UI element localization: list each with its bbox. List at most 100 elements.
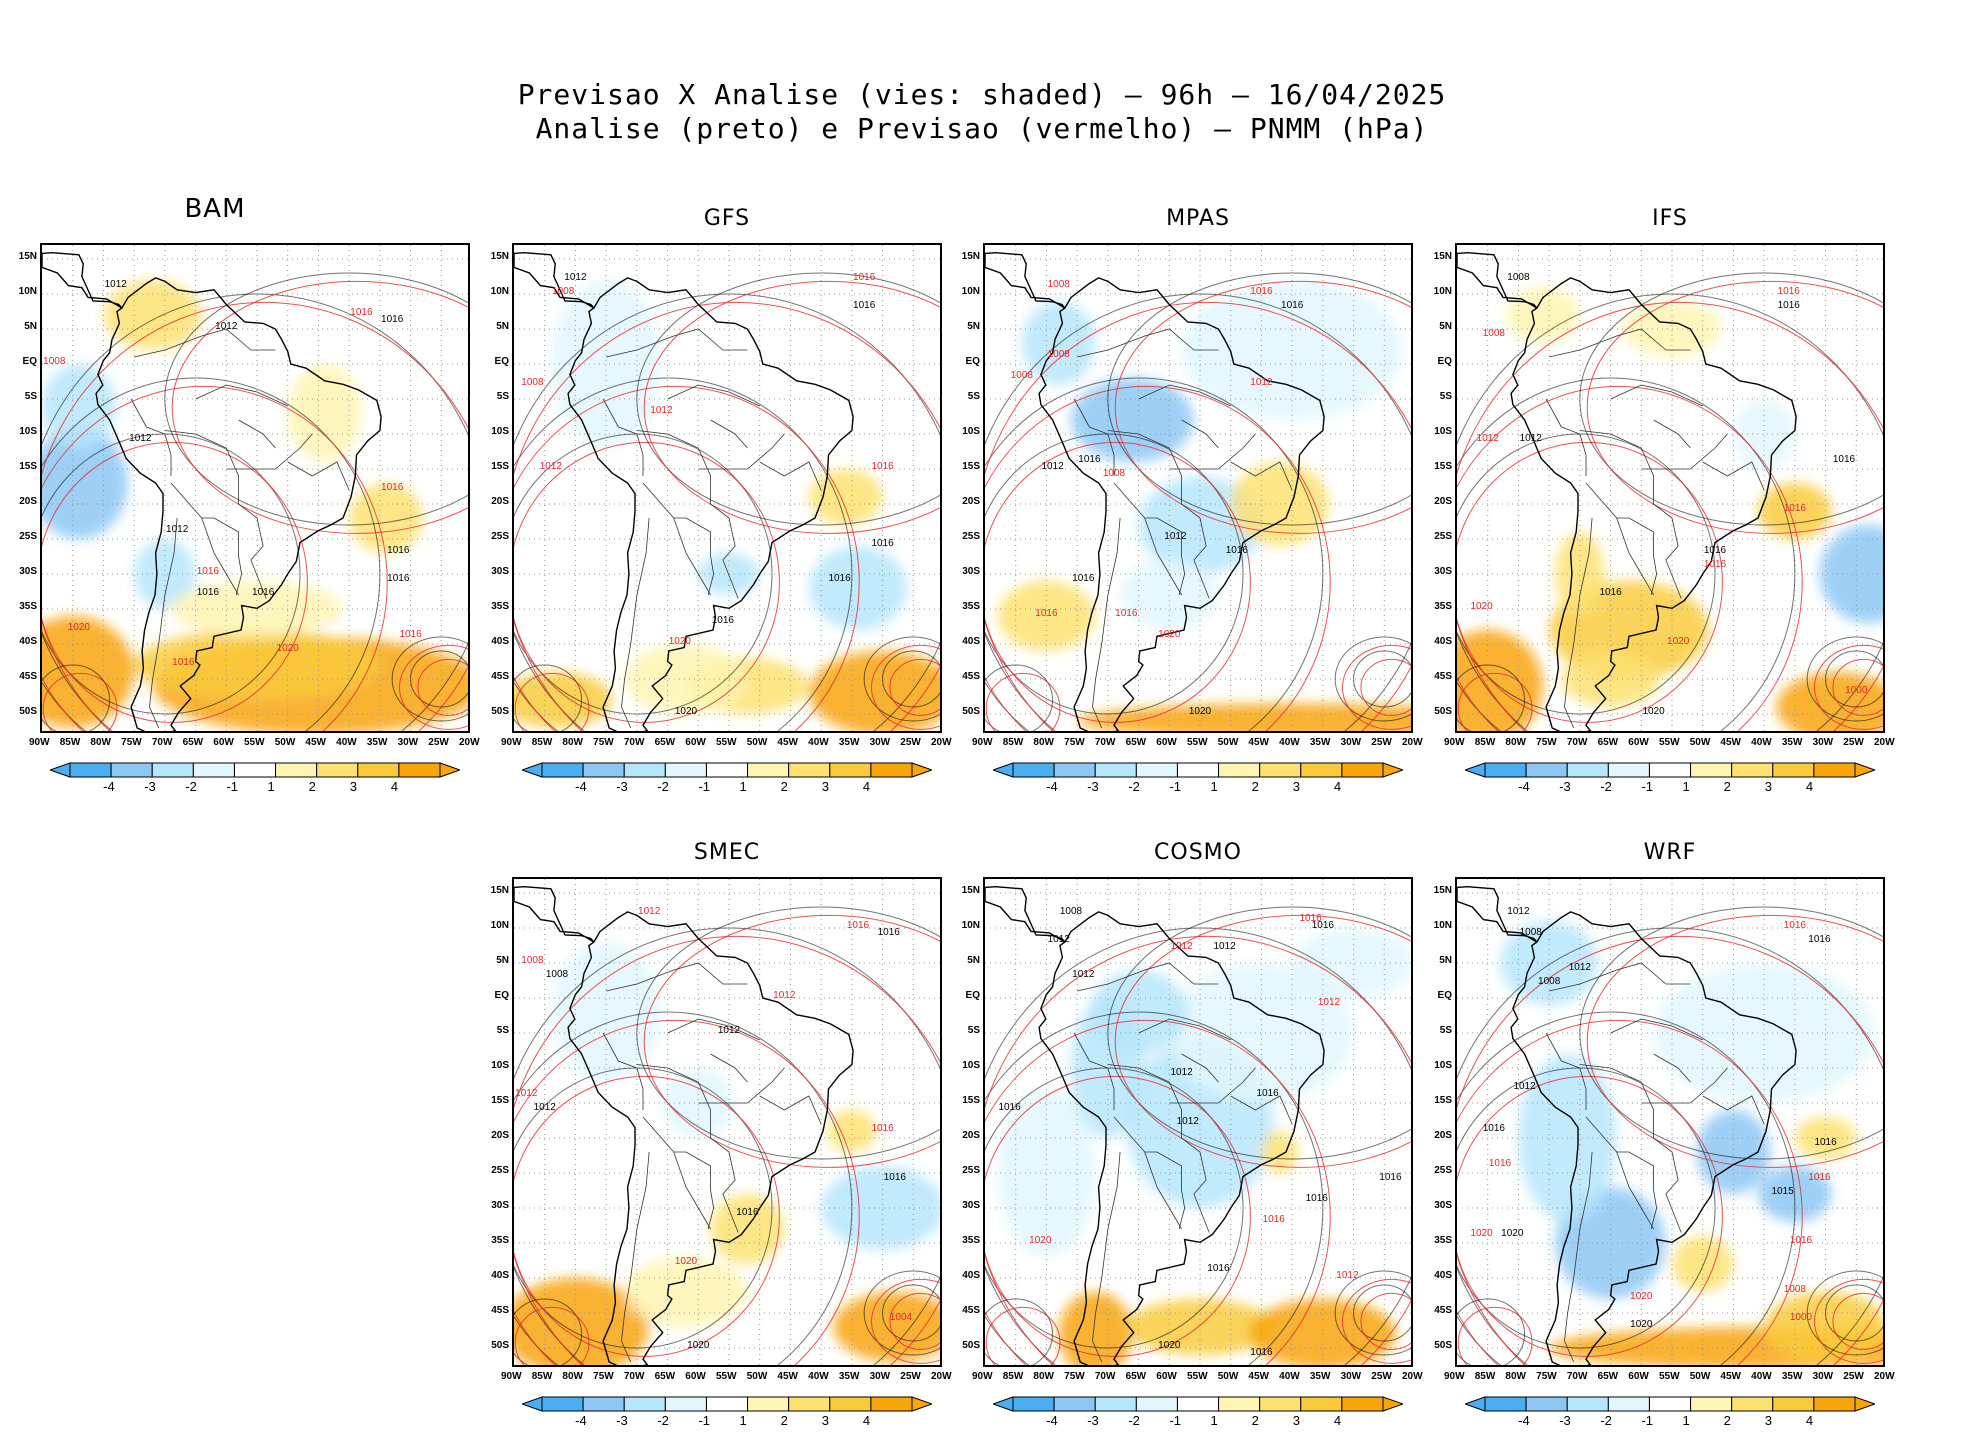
analysis-contour-label: 1012 — [215, 321, 238, 332]
lon-tick-label: 50W — [746, 737, 768, 748]
lat-tick-label: 30S — [1434, 1200, 1452, 1211]
lat-tick-label: 40S — [962, 636, 980, 647]
forecast-contour-label: 1016 — [1299, 913, 1322, 924]
bias-patch-pos2 — [827, 1110, 877, 1152]
lat-tick-label: 5S — [24, 391, 37, 402]
lat-tick-label: 15S — [962, 461, 980, 472]
south-america-coastline — [1510, 911, 1797, 1365]
lat-tick-label: 10N — [490, 286, 509, 297]
central-america-coastline — [42, 251, 123, 309]
forecast-isobar — [985, 935, 1411, 1365]
bias-patch-pos2 — [1794, 1117, 1857, 1159]
lat-tick-label: 45S — [962, 1305, 980, 1316]
lat-tick-label: 30S — [491, 566, 509, 577]
lat-tick-label: 10N — [490, 920, 509, 931]
forecast-isobar — [1814, 1278, 1883, 1364]
lon-tick-label: 70W — [1566, 737, 1588, 748]
colorbar-label: 4 — [862, 779, 871, 794]
country-border — [673, 1151, 711, 1230]
colorbar-label: -1 — [698, 779, 710, 794]
country-border — [698, 1067, 785, 1104]
lon-tick-label: 60W — [213, 737, 234, 748]
forecast-isobar — [399, 644, 468, 730]
lon-tick-label: 85W — [531, 1371, 553, 1382]
colorbar-label: 2 — [308, 779, 316, 794]
analysis-contour-label: 1020 — [1501, 1228, 1524, 1239]
lon-tick-label: 25W — [1843, 1371, 1864, 1382]
south-america-coastline — [95, 277, 382, 731]
lat-tick-label: 10S — [962, 1060, 980, 1071]
analysis-contour-label: 1020 — [1642, 706, 1665, 717]
forecast-isobar — [1832, 1292, 1883, 1350]
analysis-contour-label: 1016 — [1281, 300, 1304, 311]
country-border — [710, 419, 748, 449]
analysis-isobar — [1457, 664, 1526, 731]
bias-patch-pos2 — [1561, 651, 1660, 707]
lat-tick-label: 15S — [491, 461, 509, 472]
bias-patch-neg1 — [661, 1068, 736, 1138]
country-border — [667, 384, 760, 407]
colorbar-label: -4 — [1046, 1413, 1058, 1428]
forecast-contour-label: 1020 — [1470, 1228, 1493, 1239]
colorbar-label: -2 — [1128, 779, 1140, 794]
lon-tick-label: 70W — [1094, 737, 1116, 748]
colorbar-label: 4 — [1805, 1413, 1814, 1428]
colorbar-bin-pos3 — [1300, 762, 1343, 778]
forecast-contour-label: 1016 — [1489, 1158, 1512, 1169]
country-border — [226, 433, 313, 470]
analysis-contour-label: 1016 — [252, 587, 275, 598]
country-border — [1641, 1067, 1728, 1104]
forecast-contour-label: 1016 — [197, 566, 220, 577]
analysis-isobar — [985, 293, 1411, 731]
colorbar-arrow-max — [911, 762, 932, 778]
lat-tick-label: 10S — [491, 1060, 509, 1071]
analysis-contour-label: 1016 — [1704, 545, 1727, 556]
lon-tick-label: 75W — [1064, 1371, 1085, 1382]
bias-patch-neg2 — [42, 364, 116, 448]
forecast-contour-label: 1020 — [669, 636, 692, 647]
colorbar-label: -4 — [1518, 1413, 1530, 1428]
analysis-contour-label: 1020 — [1189, 706, 1212, 717]
country-border — [1230, 1095, 1293, 1125]
country-border — [1564, 1151, 1593, 1363]
lat-tick-label: 10S — [1434, 426, 1452, 437]
analysis-contour-label: 1016 — [1379, 1172, 1402, 1183]
lat-tick-label: 10N — [18, 286, 37, 297]
panel-title: WRF — [1643, 840, 1697, 865]
analysis-contour-label: 1016 — [878, 927, 901, 938]
lon-tick-label: 80W — [90, 737, 111, 748]
country-border — [130, 398, 172, 476]
analysis-contour-label: 1012 — [534, 1102, 557, 1113]
bias-patch-pos1 — [287, 364, 362, 462]
colorbar-bin-pos2 — [1731, 1396, 1774, 1412]
lat-tick-label: 35S — [491, 601, 509, 612]
forecast-isobar — [1342, 1278, 1411, 1364]
lon-tick-label: 55W — [716, 737, 737, 748]
forecast-contour-label: 1016 — [350, 307, 373, 318]
lon-tick-label: 55W — [1659, 1371, 1680, 1382]
bias-patch-pos4 — [1457, 630, 1543, 731]
country-border — [1653, 419, 1691, 449]
lon-tick-label: 75W — [593, 1371, 614, 1382]
analysis-isobar — [514, 377, 853, 731]
forecast-isobar — [985, 301, 1411, 731]
country-border — [606, 328, 748, 358]
lon-tick-label: 75W — [593, 737, 614, 748]
lat-tick-label: 45S — [1434, 1305, 1452, 1316]
colorbar-arrow-min — [993, 1396, 1014, 1412]
lon-tick-label: 50W — [1217, 737, 1239, 748]
forecast-isobar — [1832, 658, 1883, 716]
forecast-isobar — [514, 385, 860, 731]
forecast-contour-label: 1016 — [871, 1123, 894, 1134]
lat-tick-label: EQ — [494, 356, 509, 367]
colorbar-label: 4 — [1333, 779, 1342, 794]
country-border — [1230, 461, 1293, 491]
analysis-isobar — [514, 293, 940, 731]
lon-tick-label: 55W — [1659, 737, 1680, 748]
analysis-contour-label: 1020 — [687, 1340, 710, 1351]
colorbar-label: -3 — [1087, 779, 1099, 794]
colorbar-bin-pos3 — [829, 1396, 872, 1412]
lat-tick-label: EQ — [22, 356, 37, 367]
lat-tick-label: 35S — [1434, 1235, 1452, 1246]
colorbar-bin-neg3 — [1053, 1396, 1096, 1412]
